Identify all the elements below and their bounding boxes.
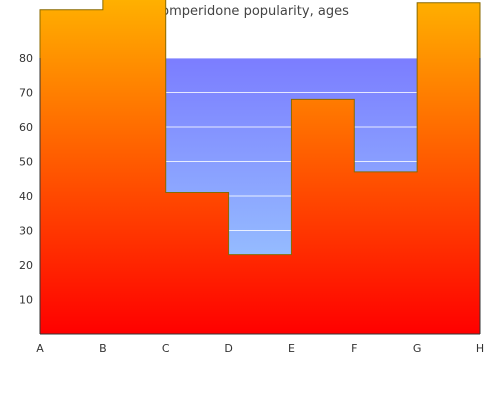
axes bbox=[39, 58, 481, 335]
y-tick-label-30: 30 bbox=[19, 225, 33, 238]
y-tick-label-70: 70 bbox=[19, 87, 33, 100]
chart-title: Domperidone popularity, ages bbox=[151, 4, 349, 19]
y-tick-label-50: 50 bbox=[19, 156, 33, 169]
data-area bbox=[39, 0, 481, 334]
x-tick-label-C: C bbox=[162, 342, 170, 355]
y-tick-label-20: 20 bbox=[19, 259, 33, 272]
x-tick-label-H: H bbox=[476, 342, 484, 355]
y-tick-labels: 10 20 30 40 50 60 70 80 bbox=[19, 52, 33, 307]
x-tick-label-A: A bbox=[36, 342, 44, 355]
area-outline bbox=[39, 0, 481, 334]
x-tick-label-E: E bbox=[288, 342, 295, 355]
x-tick-label-B: B bbox=[99, 342, 107, 355]
y-tick-label-60: 60 bbox=[19, 121, 33, 134]
x-tick-labels: A B C D E F G H bbox=[36, 342, 484, 355]
x-tick-label-D: D bbox=[224, 342, 232, 355]
x-tick-label-G: G bbox=[413, 342, 422, 355]
x-tick-label-F: F bbox=[351, 342, 357, 355]
area-fill bbox=[40, 0, 480, 334]
y-tick-label-80: 80 bbox=[19, 52, 33, 65]
y-tick-label-10: 10 bbox=[19, 294, 33, 307]
y-tick-label-40: 40 bbox=[19, 190, 33, 203]
